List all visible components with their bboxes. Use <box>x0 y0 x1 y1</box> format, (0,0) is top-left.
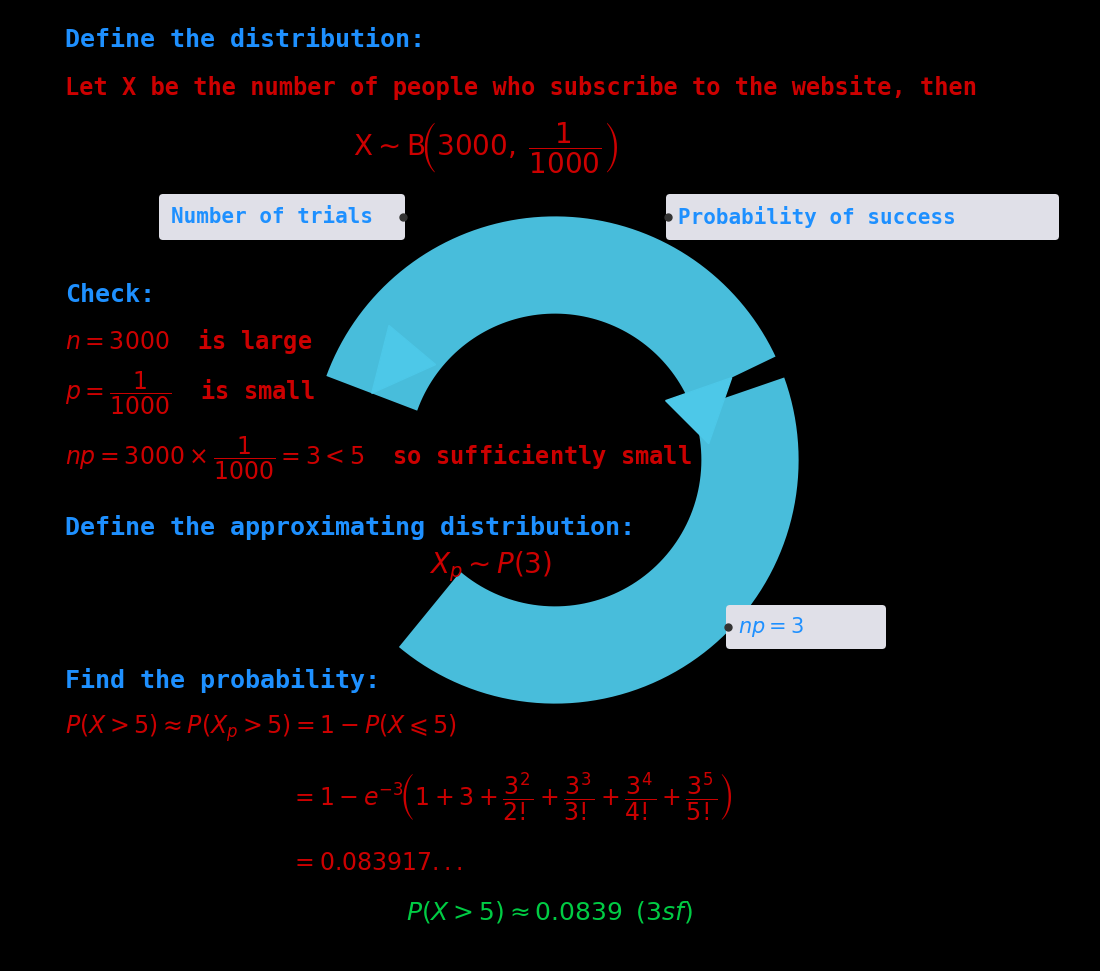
Text: Find the probability:: Find the probability: <box>65 668 379 693</box>
Text: $P(X>5) \approx 0.0839 \;\; (3sf)$: $P(X>5) \approx 0.0839 \;\; (3sf)$ <box>406 899 694 925</box>
Text: Check:: Check: <box>65 283 155 307</box>
FancyBboxPatch shape <box>160 194 405 240</box>
Text: Probability of success: Probability of success <box>678 206 956 228</box>
Text: Number of trials: Number of trials <box>170 207 373 227</box>
Text: $P(X > 5) \approx P(X_p > 5) = 1 - P(X \leqslant 5)$: $P(X > 5) \approx P(X_p > 5) = 1 - P(X \… <box>65 712 456 744</box>
FancyBboxPatch shape <box>726 605 886 649</box>
Text: $\mathrm{X{\sim}B}\!\left(3000,\;{\dfrac{1}{1000}}\right)$: $\mathrm{X{\sim}B}\!\left(3000,\;{\dfrac… <box>352 120 617 176</box>
Text: $n = 3000$  is large: $n = 3000$ is large <box>65 327 312 356</box>
Text: $np = 3$: $np = 3$ <box>738 615 804 639</box>
Text: Let X be the number of people who subscribe to the website, then: Let X be the number of people who subscr… <box>65 75 977 100</box>
FancyBboxPatch shape <box>666 194 1059 240</box>
Polygon shape <box>666 378 732 444</box>
Text: $X_p{\sim} P(3)$: $X_p{\sim} P(3)$ <box>429 550 551 585</box>
Text: $p = \dfrac{1}{1000}$  is small: $p = \dfrac{1}{1000}$ is small <box>65 370 315 418</box>
Polygon shape <box>372 325 436 393</box>
Text: $= 1 - e^{-3}\!\left(1 + 3 + \dfrac{3^2}{2!} + \dfrac{3^3}{3!} + \dfrac{3^4}{4!}: $= 1 - e^{-3}\!\left(1 + 3 + \dfrac{3^2}… <box>290 770 733 822</box>
Text: $= 0.083917...$: $= 0.083917...$ <box>290 851 463 875</box>
Text: Define the approximating distribution:: Define the approximating distribution: <box>65 515 635 540</box>
Text: Define the distribution:: Define the distribution: <box>65 28 425 52</box>
Text: $np = 3000 \times \dfrac{1}{1000} = 3 < 5$  so sufficiently small: $np = 3000 \times \dfrac{1}{1000} = 3 < … <box>65 435 692 483</box>
